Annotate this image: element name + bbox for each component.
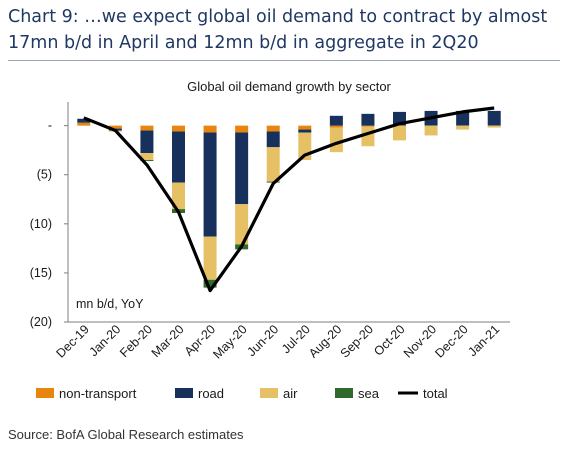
legend-swatch-road <box>175 388 193 398</box>
bar-road <box>140 130 154 154</box>
x-tick-label: Sep-20 <box>338 322 376 360</box>
bar-sea <box>140 160 154 161</box>
unit-annotation: mn b/d, YoY <box>76 297 144 311</box>
total-line <box>83 106 495 293</box>
bar-non-transport <box>298 125 312 130</box>
bar-non-transport <box>361 125 375 127</box>
bar-non-transport <box>266 125 280 132</box>
bar-road <box>172 131 185 183</box>
bar-air <box>203 236 217 280</box>
y-tick-label: (20) <box>30 315 52 329</box>
legend-label-total: total <box>423 386 448 401</box>
bar-air <box>266 147 280 182</box>
bar-air <box>424 125 438 136</box>
bar-road <box>298 129 312 133</box>
bar-air <box>172 182 185 210</box>
y-tick-label: (10) <box>30 217 52 231</box>
legend-label-sea: sea <box>358 386 380 401</box>
x-tick-label: Feb-20 <box>117 322 155 360</box>
bar-air <box>456 125 470 130</box>
bar-air <box>393 125 406 141</box>
bar-non-transport <box>329 125 343 128</box>
bar-non-transport <box>140 125 154 131</box>
legend-swatch-non-transport <box>36 388 54 398</box>
x-tick-label: Dec-19 <box>54 322 92 360</box>
oil-demand-chart: Global oil demand growth by sector - (5) (1… <box>30 79 510 401</box>
y-tick-label: (5) <box>37 168 52 182</box>
legend-swatch-air <box>260 388 278 398</box>
bar-road <box>487 110 501 126</box>
bar-non-transport <box>203 125 217 133</box>
bar-road <box>235 132 249 205</box>
bar-air <box>329 127 343 153</box>
legend-label-air: air <box>283 386 298 401</box>
y-tick-label: (15) <box>30 266 52 280</box>
bar-road <box>77 118 91 123</box>
bar-road <box>361 113 375 126</box>
heading-line-2: 17mn b/d in April and 12mn b/d in aggreg… <box>8 33 479 53</box>
chart-title: Global oil demand growth by sector <box>187 79 391 94</box>
bar-air <box>487 125 501 128</box>
legend-label-non-transport: non-transport <box>59 386 137 401</box>
x-tick-label: Jan-20 <box>87 322 124 359</box>
bar-non-transport <box>108 125 122 129</box>
y-tick-label: - <box>48 119 52 133</box>
chart-heading: Chart 9: …we expect global oil demand to… <box>8 4 563 56</box>
x-tick-label: Dec-20 <box>432 322 470 360</box>
legend-swatch-sea <box>335 388 353 398</box>
legend-label-road: road <box>198 386 224 401</box>
bar-non-transport <box>235 125 249 133</box>
bar-air <box>235 204 249 245</box>
x-tick-label: Nov-20 <box>401 322 439 360</box>
bar-non-transport <box>77 122 91 126</box>
source-note: Source: BofA Global Research estimates <box>8 427 244 442</box>
heading-divider <box>8 60 560 61</box>
bar-air <box>140 153 154 160</box>
bar-road <box>266 131 280 148</box>
bar-road <box>329 115 343 126</box>
x-tick-label: Mar-20 <box>149 322 187 360</box>
bar-road <box>456 110 470 126</box>
bar-sea <box>203 279 217 288</box>
x-tick-label: Jun-20 <box>244 322 281 359</box>
heading-line-1: Chart 9: …we expect global oil demand to… <box>8 7 548 27</box>
bar-non-transport <box>172 125 185 132</box>
x-tick-label: Jan-21 <box>465 322 502 359</box>
x-tick-label: May-20 <box>210 322 249 361</box>
bar-road <box>203 132 217 237</box>
x-tick-label: Aug-20 <box>306 322 344 360</box>
